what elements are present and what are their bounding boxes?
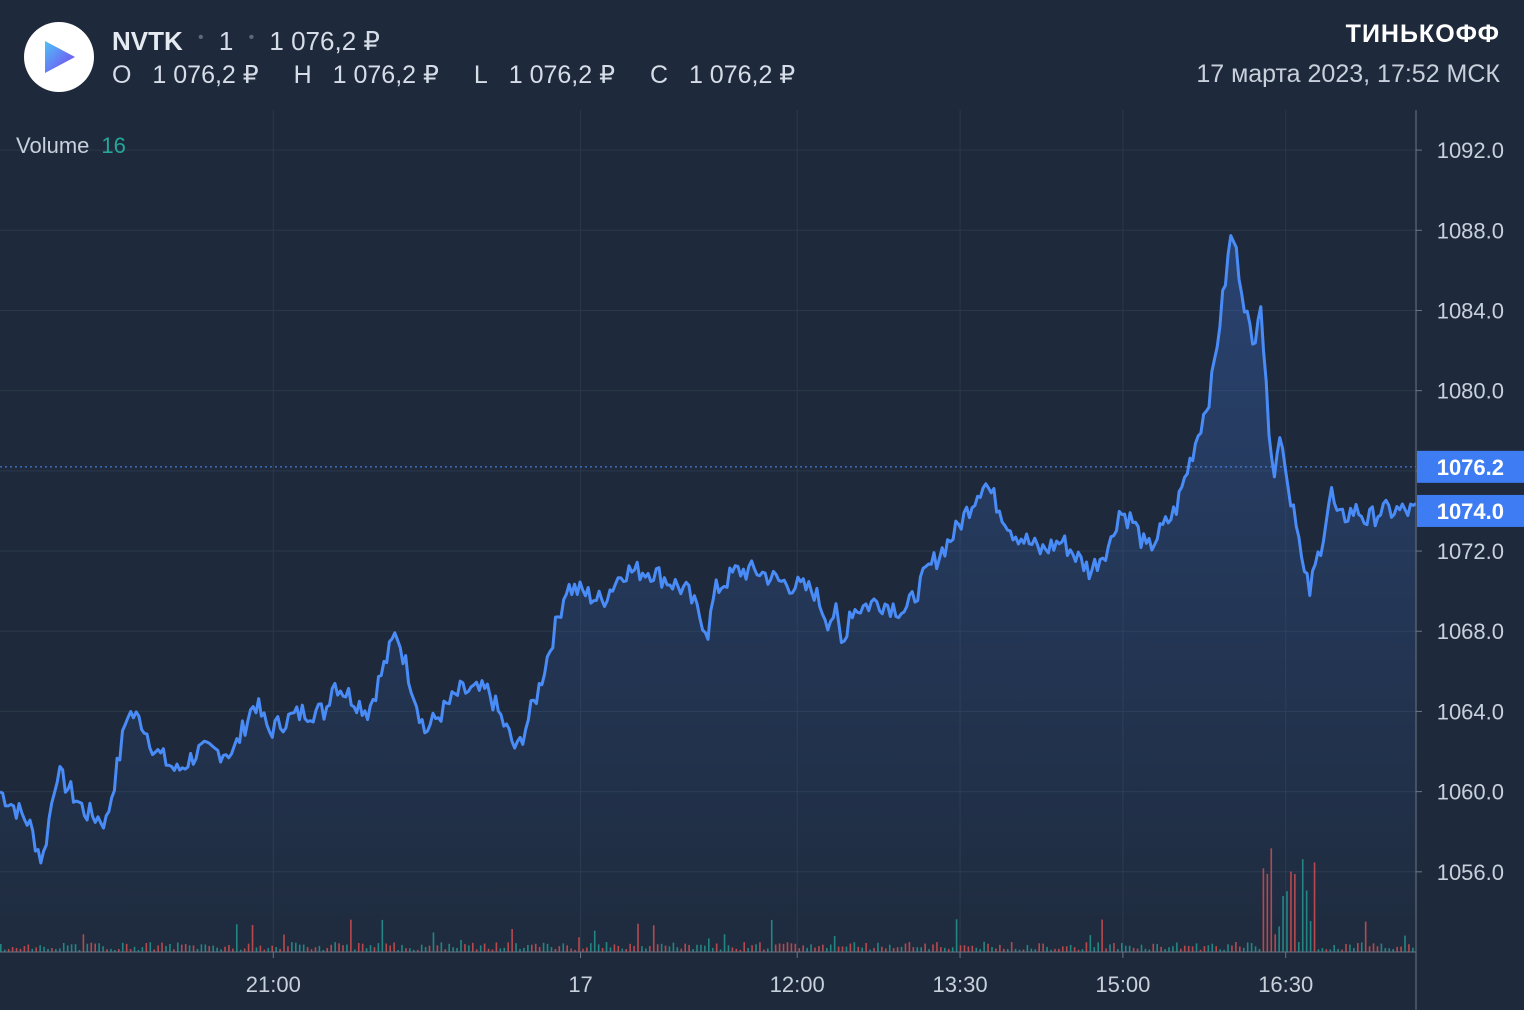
x-tick-label: 13:30 [933, 972, 988, 997]
chart-header: NVTK • 1 • 1 076,2 ₽ O 1 076,2 ₽ H 1 076… [0, 0, 1524, 110]
ohlc-high: H 1 076,2 ₽ [293, 61, 439, 89]
x-tick-label: 17 [568, 972, 592, 997]
price-line-tag-bg [1417, 450, 1524, 483]
volume-legend: Volume 16 [16, 133, 126, 159]
price-tags: 1076.2 1074.0 [1417, 450, 1524, 527]
brand-name: ТИНЬКОФФ [1345, 20, 1500, 48]
ticker-row: NVTK • 1 • 1 076,2 ₽ [112, 26, 380, 57]
datetime-label: 17 марта 2023, 17:52 МСК [1196, 60, 1500, 88]
y-tick-label: 1092.0 [1437, 138, 1504, 163]
x-tick-label: 21:00 [246, 972, 301, 997]
y-tick-label: 1068.0 [1437, 619, 1504, 644]
y-tick-label: 1088.0 [1437, 218, 1504, 243]
price-line-tag: 1076.2 [1417, 450, 1524, 483]
x-tick-label: 15:00 [1095, 972, 1150, 997]
interval-label[interactable]: 1 [218, 26, 234, 56]
y-axis: 1092.01088.01084.01080.01076.01072.01068… [1415, 110, 1504, 1010]
separator-dot: • [248, 29, 255, 46]
price-line-tag-text: 1076.2 [1437, 455, 1504, 480]
play-icon [45, 41, 75, 73]
x-axis: 21:00 17 12:00 13:30 15:00 16:30 [0, 951, 1416, 997]
x-tick-label: 16:30 [1258, 972, 1313, 997]
volume-label-text: Volume [16, 133, 90, 158]
volume-value: 16 [101, 133, 126, 158]
price-area [0, 235, 1416, 953]
ohlc-row: O 1 076,2 ₽ H 1 076,2 ₽ L 1 076,2 ₽ C 1 … [112, 60, 823, 90]
ticker-symbol[interactable]: NVTK [112, 26, 183, 56]
x-tick-label: 12:00 [770, 972, 825, 997]
ohlc-open: O 1 076,2 ₽ [112, 61, 259, 89]
last-price: 1 076,2 ₽ [269, 26, 380, 56]
y-tick-label: 1064.0 [1437, 699, 1504, 724]
last-price-tag-bg [1417, 494, 1524, 527]
price-line[interactable] [0, 234, 1417, 865]
y-tick-label: 1084.0 [1437, 298, 1504, 323]
last-price-tag-text: 1074.0 [1437, 499, 1504, 524]
y-tick-label: 1056.0 [1437, 860, 1504, 885]
y-tick-label: 1072.0 [1437, 539, 1504, 564]
last-price-tag: 1074.0 [1417, 494, 1524, 527]
tinkoff-logo [24, 22, 94, 92]
separator-dot: • [198, 29, 204, 46]
ohlc-low: L 1 076,2 ₽ [473, 61, 615, 89]
y-tick-label: 1080.0 [1437, 379, 1504, 404]
y-tick-label: 1060.0 [1437, 780, 1504, 805]
ohlc-close: C 1 076,2 ₽ [649, 61, 796, 89]
